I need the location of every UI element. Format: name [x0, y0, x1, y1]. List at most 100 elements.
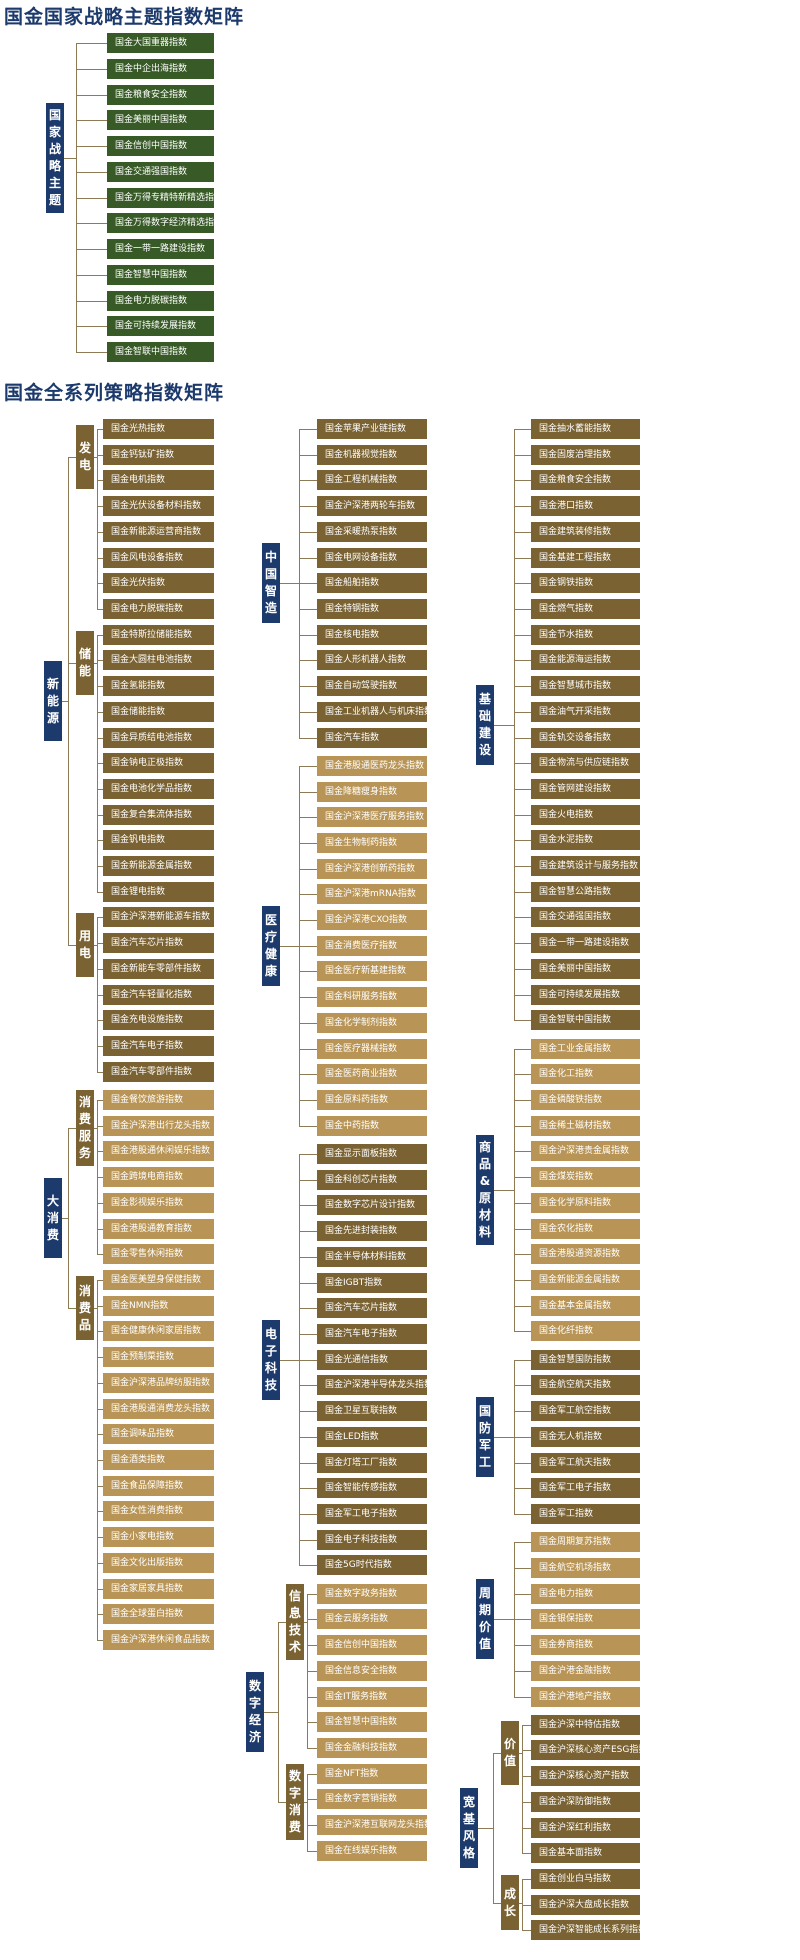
index-item[interactable]: 国金船舶指数: [317, 573, 427, 594]
index-item[interactable]: 国金智能传感指数: [317, 1478, 427, 1499]
index-item[interactable]: 国金医疗新基建指数: [317, 961, 427, 982]
index-item[interactable]: 国金军工指数: [531, 1503, 640, 1524]
index-item[interactable]: 国金预制菜指数: [103, 1347, 214, 1368]
index-item[interactable]: 国金NMN指数: [103, 1295, 214, 1316]
index-item[interactable]: 国金稀土磁材指数: [531, 1115, 640, 1136]
index-item[interactable]: 国金煤炭指数: [531, 1167, 640, 1188]
index-item[interactable]: 国金影视娱乐指数: [103, 1192, 214, 1213]
index-item[interactable]: 国金科创芯片指数: [317, 1169, 427, 1190]
index-item[interactable]: 国金沪深港互联网龙头指数: [317, 1815, 427, 1836]
index-item[interactable]: 国金酒类指数: [103, 1449, 214, 1470]
index-item[interactable]: 国金LED指数: [317, 1426, 427, 1447]
index-item[interactable]: 国金健康休闲家居指数: [103, 1321, 214, 1342]
index-item[interactable]: 国金建筑装修指数: [531, 521, 640, 542]
index-item[interactable]: 国金能源海运指数: [531, 650, 640, 671]
index-item[interactable]: 国金基建工程指数: [531, 547, 640, 568]
index-item[interactable]: 国金油气开采指数: [531, 701, 640, 722]
index-item[interactable]: 国金美丽中国指数: [531, 958, 640, 979]
index-item[interactable]: 国金沪深港品牌纺服指数: [103, 1372, 214, 1393]
index-item[interactable]: 国金IGBT指数: [317, 1272, 427, 1293]
index-item[interactable]: 国金沪深港出行龙头指数: [103, 1115, 214, 1136]
index-item[interactable]: 国金沪港地产指数: [531, 1686, 640, 1707]
index-item[interactable]: 国金可持续发展指数: [531, 984, 640, 1005]
index-item[interactable]: 国金基本金属指数: [531, 1295, 640, 1316]
index-item[interactable]: 国金生物制药指数: [317, 832, 427, 853]
index-item[interactable]: 国金可持续发展指数: [107, 316, 214, 337]
index-item[interactable]: 国金半导体材料指数: [317, 1246, 427, 1267]
index-item[interactable]: 国金沪深大盘成长指数: [531, 1894, 640, 1915]
index-item[interactable]: 国金锂电指数: [103, 881, 214, 902]
index-item[interactable]: 国金沪深港贵金属指数: [531, 1141, 640, 1162]
index-item[interactable]: 国金电子科技指数: [317, 1529, 427, 1550]
index-item[interactable]: 国金一带一路建设指数: [107, 239, 214, 259]
index-item[interactable]: 国金工程机械指数: [317, 470, 427, 491]
index-item[interactable]: 国金智慧国防指数: [531, 1349, 640, 1370]
index-item[interactable]: 国金无人机指数: [531, 1426, 640, 1447]
index-item[interactable]: 国金沪深港mRNA指数: [317, 884, 427, 905]
index-item[interactable]: 国金调味品指数: [103, 1424, 214, 1445]
index-item[interactable]: 国金军工航空指数: [531, 1401, 640, 1422]
index-item[interactable]: 国金数字芯片设计指数: [317, 1195, 427, 1216]
index-item[interactable]: 国金云服务指数: [317, 1609, 427, 1630]
index-item[interactable]: 国金基本面指数: [531, 1843, 640, 1864]
index-item[interactable]: 国金交通强国指数: [107, 161, 214, 182]
index-item[interactable]: 国金异质结电池指数: [103, 727, 214, 748]
index-item[interactable]: 国金医疗器械指数: [317, 1038, 427, 1059]
index-item[interactable]: 国金文化出版指数: [103, 1552, 214, 1573]
index-item[interactable]: 国金数字营销指数: [317, 1789, 427, 1810]
index-item[interactable]: 国金光热指数: [103, 419, 214, 439]
index-item[interactable]: 国金小家电指数: [103, 1527, 214, 1548]
index-item[interactable]: 国金新能源运营商指数: [103, 521, 214, 542]
index-item[interactable]: 国金苹果产业链指数: [317, 419, 427, 439]
index-item[interactable]: 国金化学制剂指数: [317, 1012, 427, 1033]
index-item[interactable]: 国金抽水蓄能指数: [531, 419, 640, 439]
index-item[interactable]: 国金节水指数: [531, 624, 640, 645]
index-item[interactable]: 国金卫星互联指数: [317, 1401, 427, 1422]
index-item[interactable]: 国金港股通资源指数: [531, 1244, 640, 1265]
index-item[interactable]: 国金新能车零部件指数: [103, 958, 214, 979]
index-item[interactable]: 国金家居家具指数: [103, 1578, 214, 1599]
index-item[interactable]: 国金电力脱碳指数: [107, 290, 214, 311]
index-item[interactable]: 国金管网建设指数: [531, 778, 640, 799]
index-item[interactable]: 国金沪深港半导体龙头指数: [317, 1375, 427, 1396]
index-item[interactable]: 国金沪深港CXO指数: [317, 910, 427, 931]
index-item[interactable]: 国金5G时代指数: [317, 1555, 427, 1576]
index-item[interactable]: 国金创业白马指数: [531, 1869, 640, 1890]
index-item[interactable]: 国金港股通教育指数: [103, 1218, 214, 1239]
index-item[interactable]: 国金大国重器指数: [107, 33, 214, 53]
index-item[interactable]: 国金钠电正极指数: [103, 753, 214, 774]
index-item[interactable]: 国金女性消费指数: [103, 1501, 214, 1522]
index-item[interactable]: 国金化工指数: [531, 1064, 640, 1085]
index-item[interactable]: 国金沪深核心资产指数: [531, 1766, 640, 1787]
index-item[interactable]: 国金原料药指数: [317, 1090, 427, 1111]
index-item[interactable]: 国金智慧公路指数: [531, 881, 640, 902]
index-item[interactable]: 国金美丽中国指数: [107, 110, 214, 131]
index-item[interactable]: 国金沪深港医疗服务指数: [317, 807, 427, 828]
index-item[interactable]: 国金机器视觉指数: [317, 444, 427, 465]
index-item[interactable]: 国金航空机场指数: [531, 1557, 640, 1578]
index-item[interactable]: 国金沪深中特估指数: [531, 1714, 640, 1735]
index-item[interactable]: 国金智慧中国指数: [107, 264, 214, 285]
index-item[interactable]: 国金IT服务指数: [317, 1686, 427, 1707]
index-item[interactable]: 国金钢铁指数: [531, 573, 640, 594]
index-item[interactable]: 国金电力指数: [531, 1583, 640, 1604]
index-item[interactable]: 国金燃气指数: [531, 598, 640, 619]
index-item[interactable]: 国金在线娱乐指数: [317, 1840, 427, 1861]
index-item[interactable]: 国金汽车指数: [317, 727, 427, 748]
index-item[interactable]: 国金消费医疗指数: [317, 935, 427, 956]
index-item[interactable]: 国金光伏指数: [103, 573, 214, 594]
index-item[interactable]: 国金新能源金属指数: [531, 1270, 640, 1290]
index-item[interactable]: 国金港股通消费龙头指数: [103, 1398, 214, 1419]
index-item[interactable]: 国金沪深防御指数: [531, 1791, 640, 1812]
index-item[interactable]: 国金汽车电子指数: [317, 1323, 427, 1344]
index-item[interactable]: 国金NFT指数: [317, 1763, 427, 1784]
index-item[interactable]: 国金电网设备指数: [317, 547, 427, 568]
index-item[interactable]: 国金信创中国指数: [317, 1635, 427, 1656]
index-item[interactable]: 国金跨境电商指数: [103, 1167, 214, 1188]
index-item[interactable]: 国金复合集流体指数: [103, 804, 214, 825]
index-item[interactable]: 国金电力脱碳指数: [103, 598, 214, 619]
index-item[interactable]: 国金新能源金属指数: [103, 856, 214, 877]
index-item[interactable]: 国金钙钛矿指数: [103, 444, 214, 465]
index-item[interactable]: 国金氢能指数: [103, 676, 214, 697]
index-item[interactable]: 国金汽车零部件指数: [103, 1061, 214, 1082]
